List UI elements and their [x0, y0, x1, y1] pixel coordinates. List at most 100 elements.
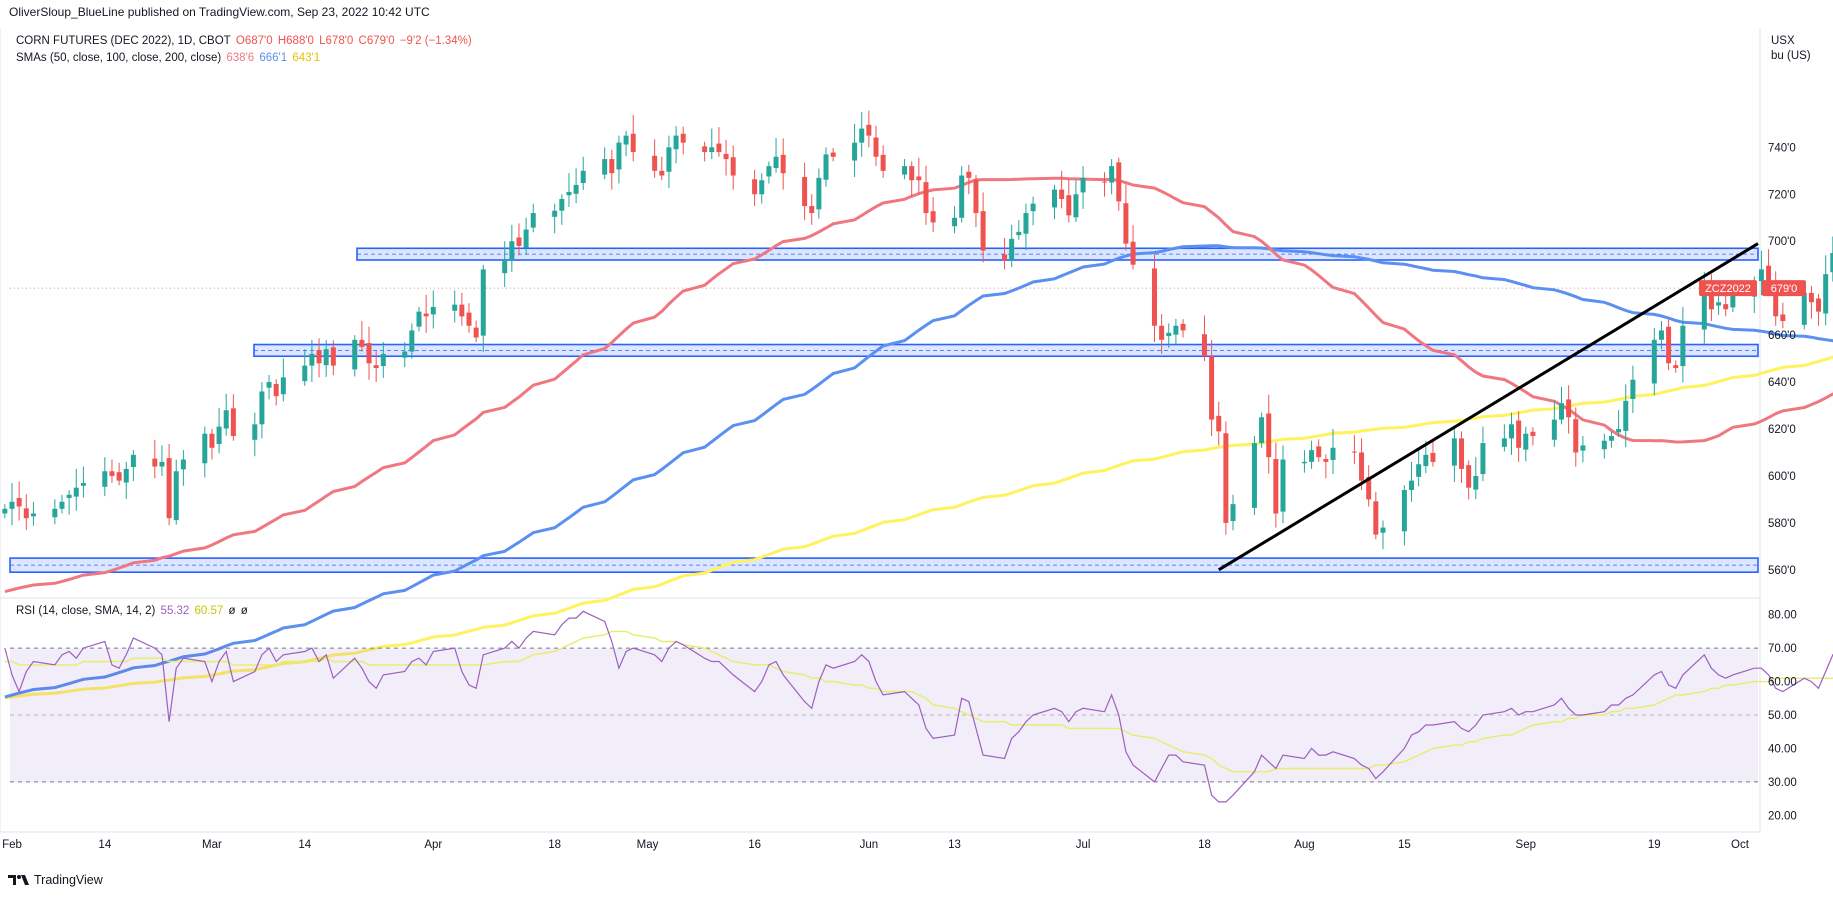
candle-body: [1580, 445, 1586, 451]
time-tick-label: 18: [1198, 839, 1211, 851]
candle-body: [1816, 298, 1822, 312]
candle-body: [1116, 162, 1122, 202]
price-tick-label: 620'0: [1768, 424, 1796, 436]
candle-body: [266, 382, 272, 388]
candle-body: [723, 153, 729, 160]
candle-body: [152, 458, 158, 467]
candle-body: [580, 170, 586, 184]
candle-body: [916, 176, 922, 181]
candle-body: [1323, 459, 1329, 462]
rsi-line: [4, 610, 1833, 803]
candle-body: [116, 472, 122, 481]
candle-body: [202, 433, 208, 464]
sma50-value: 638'6: [226, 52, 255, 64]
candle-body: [1459, 438, 1465, 469]
candle-body: [809, 206, 815, 214]
tradingview-logo-icon: [8, 875, 29, 885]
candle-body: [1680, 325, 1686, 367]
symbol-title[interactable]: CORN FUTURES (DEC 2022), 1D, CBOT: [16, 35, 231, 47]
candle-body: [1016, 231, 1022, 236]
candle-body: [1416, 464, 1422, 477]
candle-body: [459, 304, 465, 317]
main-legend: CORN FUTURES (DEC 2022), 1D, CBOT O687'0…: [16, 35, 474, 47]
candle-body: [1266, 413, 1272, 458]
candle-body: [66, 494, 72, 499]
candle-body: [852, 142, 858, 161]
candle-body: [1002, 254, 1008, 261]
candle-body: [1801, 292, 1807, 325]
rsi-tick-label: 30.00: [1768, 777, 1797, 789]
candle-body: [180, 459, 186, 470]
candle-body: [1123, 203, 1129, 244]
candle-body: [1480, 443, 1486, 475]
candle-body: [1608, 436, 1614, 441]
candle-body: [1366, 476, 1372, 500]
candle-body: [2, 508, 8, 514]
candle-body: [1280, 459, 1286, 512]
candle-body: [659, 170, 665, 176]
candle-body: [1758, 269, 1764, 282]
candle-body: [630, 133, 636, 153]
candle-body: [1473, 475, 1479, 490]
footer-brand: TradingView: [34, 873, 103, 887]
candle-body: [802, 176, 808, 207]
candle-body: [452, 304, 458, 311]
candle-body: [1651, 339, 1657, 384]
candle-body: [366, 343, 372, 364]
candle-body: [1430, 452, 1436, 462]
time-tick-label: Mar: [202, 839, 222, 851]
candle-body: [1023, 213, 1029, 234]
candle-body: [623, 135, 629, 145]
candle-body: [1830, 252, 1833, 273]
candle-body: [316, 350, 322, 364]
rsi-label[interactable]: RSI (14, close, SMA, 14, 2): [16, 605, 156, 617]
price-tick-label: 660'0: [1768, 330, 1796, 342]
ohlc-high: H688'0: [277, 35, 314, 47]
candle-body: [380, 353, 386, 367]
candle-body: [352, 339, 358, 370]
candle-body: [359, 339, 365, 347]
candle-body: [1623, 400, 1629, 431]
candle-body: [1009, 238, 1015, 261]
candle-body: [52, 508, 58, 518]
candle-body: [980, 211, 986, 251]
candle-body: [973, 179, 979, 214]
time-tick-label: May: [637, 839, 659, 851]
candle-body: [1558, 403, 1564, 420]
candle-body: [59, 501, 65, 509]
candle-body: [616, 142, 622, 170]
candle-body: [259, 391, 265, 425]
candle-body: [1501, 438, 1507, 447]
sma-label[interactable]: SMAs (50, close, 100, close, 200, close): [16, 52, 222, 64]
sma-legend: SMAs (50, close, 100, close, 200, close)…: [16, 52, 322, 64]
candle-body: [1309, 450, 1315, 462]
candle-body: [1658, 330, 1664, 340]
candle-body: [1566, 399, 1572, 418]
sma50-line: [4, 176, 1833, 594]
sma200-line: [4, 355, 1833, 700]
candle-body: [1630, 379, 1636, 399]
candle-body: [1808, 292, 1814, 303]
rsi-tick-label: 80.00: [1768, 610, 1797, 622]
candle-body: [1573, 419, 1579, 453]
candle-body: [602, 159, 608, 175]
time-tick-label: 14: [298, 839, 311, 851]
candle-body: [1101, 181, 1107, 183]
candle-body: [430, 306, 436, 315]
rsi-empty-1: ø: [228, 605, 236, 617]
candle-body: [1173, 325, 1179, 335]
candle-body: [1159, 325, 1165, 340]
candle-body: [1209, 356, 1215, 420]
price-tick-label: 700'0: [1768, 236, 1796, 248]
currency-unit: USX: [1771, 35, 1795, 47]
candle-body: [1316, 446, 1322, 458]
candle-body: [1666, 326, 1672, 364]
rsi-empty-2: ø: [240, 605, 248, 617]
candle-body: [1708, 288, 1714, 310]
candle-body: [716, 143, 722, 153]
candle-body: [1251, 443, 1257, 508]
time-tick-label: 18: [548, 839, 561, 851]
candle-body: [1523, 433, 1529, 450]
price-tick-label: 740'0: [1768, 142, 1796, 154]
